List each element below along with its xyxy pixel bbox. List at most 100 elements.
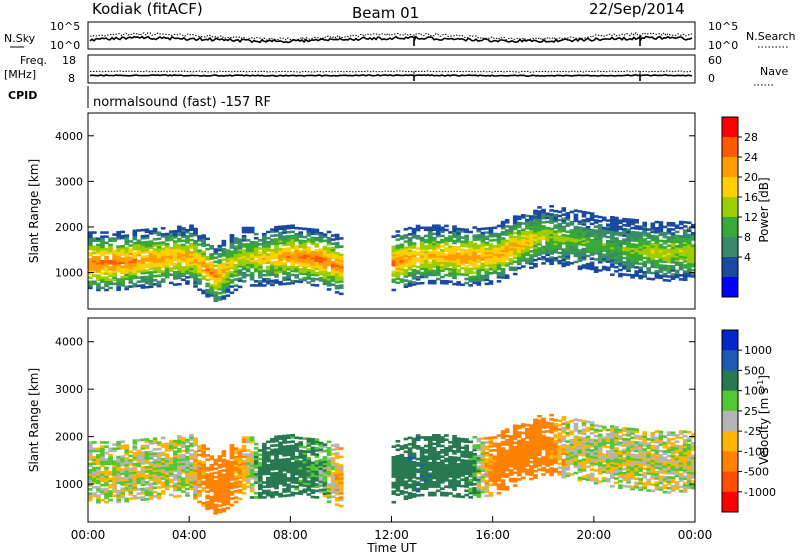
power-cell: [561, 217, 567, 221]
power-cell: [96, 264, 101, 267]
power-cell: [537, 240, 542, 244]
power-cell: [646, 254, 652, 258]
power-cell: [128, 258, 134, 262]
velocity-cell: [282, 439, 287, 442]
velocity-cell: [140, 474, 146, 478]
velocity-cell: [334, 469, 340, 472]
velocity-cell: [257, 491, 263, 495]
power-cell: [549, 209, 554, 212]
velocity-cell: [140, 468, 146, 472]
power-cell: [164, 251, 170, 254]
power-cell: [144, 236, 150, 240]
power-cell: [516, 252, 522, 256]
power-cell: [452, 272, 457, 276]
power-cell: [274, 264, 279, 268]
power-cell: [545, 233, 550, 236]
power-cell: [185, 239, 190, 242]
power-cell: [662, 260, 668, 264]
power-cell: [654, 249, 660, 253]
power-cell: [253, 259, 259, 263]
power-cell: [436, 228, 441, 232]
power-cell: [88, 270, 93, 273]
power-cell: [128, 281, 134, 284]
power-cell: [431, 240, 437, 244]
power-cell: [249, 253, 255, 256]
power-cell: [423, 249, 429, 252]
power-cell: [537, 230, 542, 234]
power-cell: [682, 272, 688, 275]
power-cell: [164, 243, 170, 246]
velocity-cell: [427, 485, 433, 488]
velocity-cell: [164, 481, 170, 484]
power-cell: [306, 230, 312, 233]
power-cell: [654, 235, 660, 238]
velocity-cell: [205, 469, 210, 472]
power-cell: [314, 273, 320, 277]
power-cell: [618, 231, 623, 235]
power-cell: [164, 234, 170, 238]
velocity-cell: [456, 473, 461, 477]
power-cell: [614, 255, 619, 259]
power-cell: [124, 236, 130, 239]
power-cell: [395, 230, 401, 233]
power-cell: [682, 235, 688, 238]
velocity-cell: [448, 492, 453, 495]
power-cell: [185, 241, 190, 244]
velocity-cell: [274, 437, 279, 441]
power-cell: [221, 239, 227, 243]
power-cell: [152, 248, 158, 251]
velocity-cell: [419, 472, 425, 476]
power-cell: [614, 218, 619, 222]
power-cell: [185, 269, 190, 273]
power-cell: [537, 206, 542, 209]
power-cell: [193, 246, 198, 249]
power-cell: [512, 252, 518, 255]
power-cell: [330, 277, 336, 280]
power-cell: [168, 269, 174, 272]
power-cell: [278, 231, 283, 235]
power-cell: [614, 245, 619, 248]
velocity-cell: [221, 464, 227, 468]
power-cell: [444, 261, 449, 265]
velocity-cell: [314, 470, 320, 474]
velocity-cell: [266, 464, 271, 467]
power-cell: [205, 282, 210, 286]
velocity-cell: [245, 440, 251, 444]
velocity-cell: [274, 480, 279, 483]
velocity-cell: [148, 467, 154, 471]
power-cell: [302, 239, 308, 243]
power-cell: [229, 242, 235, 245]
velocity-cell: [112, 475, 117, 478]
power-cell: [257, 259, 263, 263]
power-cell: [476, 230, 482, 233]
velocity-cell: [209, 468, 215, 471]
velocity-cell: [306, 439, 312, 443]
power-cell: [217, 275, 223, 279]
power-cell: [164, 232, 170, 236]
power-cell: [488, 271, 494, 275]
velocity-cell: [132, 486, 138, 489]
power-cell: [492, 261, 498, 264]
power-cell: [128, 252, 134, 256]
date-title: 22/Sep/2014: [589, 0, 685, 18]
nsky-trace: [89, 35, 693, 46]
velocity-cell: [452, 486, 457, 489]
power-cell: [508, 227, 514, 230]
velocity-cell: [274, 486, 279, 490]
velocity-cell: [423, 457, 429, 461]
velocity-cell: [181, 481, 186, 485]
velocity-cell: [205, 507, 210, 511]
velocity-cell: [249, 436, 255, 440]
power-cell: [658, 270, 664, 273]
velocity-cell: [472, 446, 478, 450]
power-cell: [682, 253, 688, 257]
velocity-cell: [140, 462, 146, 465]
power-cell: [193, 266, 198, 270]
velocity-cell: [274, 458, 279, 462]
velocity-cell: [330, 491, 336, 494]
power-cell: [156, 284, 162, 288]
power-cell: [666, 228, 672, 231]
power-cell: [403, 236, 409, 239]
power-cell: [209, 277, 215, 281]
power-cell: [262, 245, 267, 248]
